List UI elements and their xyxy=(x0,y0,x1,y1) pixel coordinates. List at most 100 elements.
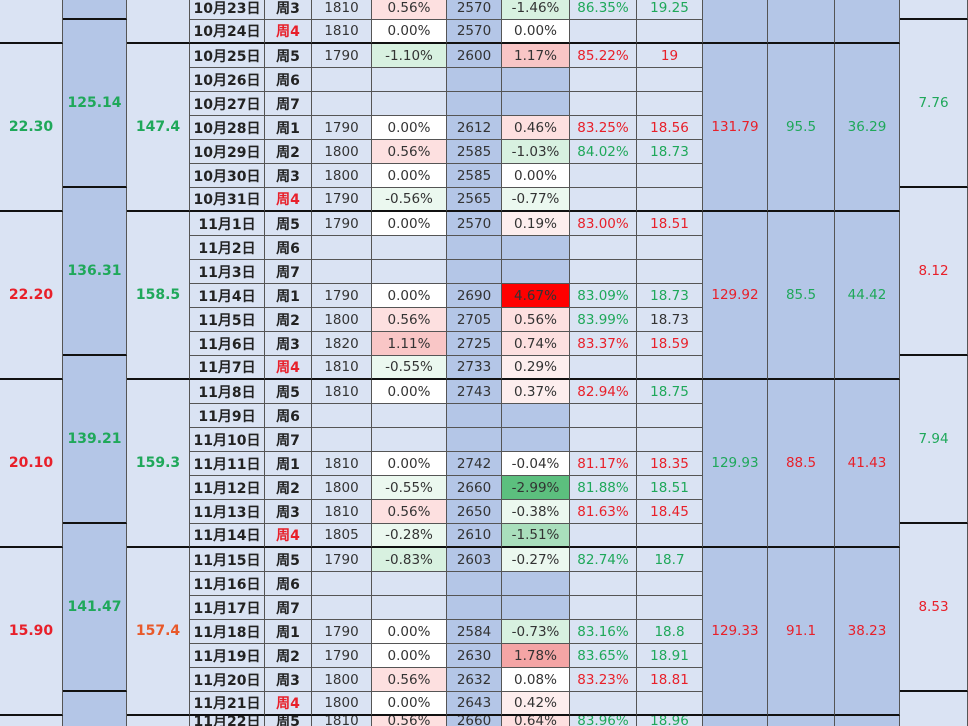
ratio-value-cell[interactable]: 18.56 xyxy=(637,116,703,140)
price-change-pct-cell[interactable]: 0.08% xyxy=(502,668,570,692)
ratio-value-cell[interactable]: 18.51 xyxy=(637,476,703,500)
price-cell[interactable]: 2632 xyxy=(447,668,502,692)
date-cell[interactable]: 11月8日 xyxy=(190,380,265,404)
date-cell[interactable]: 11月6日 xyxy=(190,332,265,356)
price-cell[interactable]: 2705 xyxy=(447,308,502,332)
change-pct-cell[interactable]: -0.28% xyxy=(372,524,447,548)
price-change-pct-cell[interactable]: 0.56% xyxy=(502,308,570,332)
price-change-pct-cell[interactable]: -0.38% xyxy=(502,500,570,524)
date-cell[interactable]: 11月11日 xyxy=(190,452,265,476)
ratio-value-cell[interactable] xyxy=(637,596,703,620)
change-pct-cell[interactable]: 0.56% xyxy=(372,140,447,164)
price-cell[interactable] xyxy=(447,260,502,284)
weekly-m-cell[interactable]: 88.5 xyxy=(768,380,835,548)
ratio-pct-cell[interactable]: 81.63% xyxy=(570,500,637,524)
weekday-cell[interactable]: 周1 xyxy=(265,620,312,644)
change-pct-cell[interactable] xyxy=(372,92,447,116)
date-cell[interactable]: 11月3日 xyxy=(190,260,265,284)
price-cell[interactable]: 2630 xyxy=(447,644,502,668)
ratio-value-cell[interactable] xyxy=(637,92,703,116)
price-cell[interactable]: 2600 xyxy=(447,44,502,68)
weekly-a-cell[interactable]: 20.10 xyxy=(0,380,63,548)
value-cell[interactable] xyxy=(312,236,372,260)
weekly-m-cell[interactable] xyxy=(768,716,835,726)
weekly-o-cell[interactable]: 8.12 xyxy=(900,188,968,356)
date-cell[interactable]: 10月28日 xyxy=(190,116,265,140)
ratio-value-cell[interactable] xyxy=(637,692,703,716)
value-cell[interactable]: 1810 xyxy=(312,20,372,44)
ratio-value-cell[interactable] xyxy=(637,524,703,548)
price-change-pct-cell[interactable] xyxy=(502,404,570,428)
value-cell[interactable] xyxy=(312,572,372,596)
price-change-pct-cell[interactable]: -1.03% xyxy=(502,140,570,164)
weekly-m-cell[interactable]: 85.5 xyxy=(768,212,835,380)
price-change-pct-cell[interactable]: 0.46% xyxy=(502,116,570,140)
ratio-value-cell[interactable]: 18.91 xyxy=(637,644,703,668)
value-cell[interactable]: 1810 xyxy=(312,380,372,404)
weekday-cell[interactable]: 周7 xyxy=(265,428,312,452)
value-cell[interactable] xyxy=(312,92,372,116)
weekly-o-cell[interactable]: 7.94 xyxy=(900,356,968,524)
date-cell[interactable]: 11月15日 xyxy=(190,548,265,572)
change-pct-cell[interactable]: -0.55% xyxy=(372,356,447,380)
weekly-c-cell[interactable]: 158.5 xyxy=(127,212,190,380)
date-cell[interactable]: 11月13日 xyxy=(190,500,265,524)
change-pct-cell[interactable] xyxy=(372,572,447,596)
weekday-cell[interactable]: 周3 xyxy=(265,332,312,356)
date-cell[interactable]: 11月4日 xyxy=(190,284,265,308)
price-change-pct-cell[interactable]: 0.00% xyxy=(502,20,570,44)
change-pct-cell[interactable]: 0.56% xyxy=(372,308,447,332)
ratio-pct-cell[interactable] xyxy=(570,572,637,596)
change-pct-cell[interactable]: 0.56% xyxy=(372,716,447,726)
ratio-pct-cell[interactable]: 82.94% xyxy=(570,380,637,404)
date-cell[interactable]: 10月25日 xyxy=(190,44,265,68)
ratio-value-cell[interactable]: 18.73 xyxy=(637,284,703,308)
weekly-a-cell[interactable]: 22.20 xyxy=(0,212,63,380)
weekday-cell[interactable]: 周1 xyxy=(265,116,312,140)
date-cell[interactable]: 11月1日 xyxy=(190,212,265,236)
date-cell[interactable]: 11月12日 xyxy=(190,476,265,500)
weekday-cell[interactable]: 周6 xyxy=(265,68,312,92)
weekday-cell[interactable]: 周7 xyxy=(265,260,312,284)
date-cell[interactable]: 11月2日 xyxy=(190,236,265,260)
weekday-cell[interactable]: 周3 xyxy=(265,668,312,692)
ratio-pct-cell[interactable]: 83.00% xyxy=(570,212,637,236)
ratio-value-cell[interactable]: 18.45 xyxy=(637,500,703,524)
weekday-cell[interactable]: 周4 xyxy=(265,692,312,716)
price-cell[interactable]: 2570 xyxy=(447,212,502,236)
ratio-value-cell[interactable] xyxy=(637,188,703,212)
value-cell[interactable]: 1790 xyxy=(312,188,372,212)
change-pct-cell[interactable]: 0.00% xyxy=(372,692,447,716)
price-cell[interactable] xyxy=(447,428,502,452)
price-cell[interactable]: 2612 xyxy=(447,116,502,140)
ratio-pct-cell[interactable]: 84.02% xyxy=(570,140,637,164)
price-change-pct-cell[interactable] xyxy=(502,236,570,260)
weekly-o-cell[interactable] xyxy=(900,0,968,20)
price-cell[interactable]: 2585 xyxy=(447,140,502,164)
price-change-pct-cell[interactable] xyxy=(502,596,570,620)
value-cell[interactable] xyxy=(312,68,372,92)
weekly-n-cell[interactable]: 36.29 xyxy=(835,44,900,212)
price-cell[interactable]: 2585 xyxy=(447,164,502,188)
value-cell[interactable]: 1800 xyxy=(312,164,372,188)
ratio-pct-cell[interactable]: 81.88% xyxy=(570,476,637,500)
weekly-a-cell[interactable] xyxy=(0,0,63,44)
weekly-c-cell[interactable]: 159.3 xyxy=(127,380,190,548)
date-cell[interactable]: 11月22日 xyxy=(190,716,265,726)
ratio-value-cell[interactable] xyxy=(637,20,703,44)
value-cell[interactable] xyxy=(312,404,372,428)
price-cell[interactable] xyxy=(447,572,502,596)
ratio-value-cell[interactable]: 18.7 xyxy=(637,548,703,572)
price-cell[interactable]: 2570 xyxy=(447,0,502,20)
value-cell[interactable]: 1790 xyxy=(312,644,372,668)
price-change-pct-cell[interactable]: 0.29% xyxy=(502,356,570,380)
value-cell[interactable]: 1790 xyxy=(312,284,372,308)
ratio-value-cell[interactable]: 18.8 xyxy=(637,620,703,644)
weekday-cell[interactable]: 周5 xyxy=(265,212,312,236)
ratio-pct-cell[interactable] xyxy=(570,692,637,716)
ratio-pct-cell[interactable]: 83.16% xyxy=(570,620,637,644)
date-cell[interactable]: 11月10日 xyxy=(190,428,265,452)
weekday-cell[interactable]: 周2 xyxy=(265,140,312,164)
weekly-b-cell[interactable] xyxy=(63,0,127,20)
ratio-pct-cell[interactable] xyxy=(570,524,637,548)
